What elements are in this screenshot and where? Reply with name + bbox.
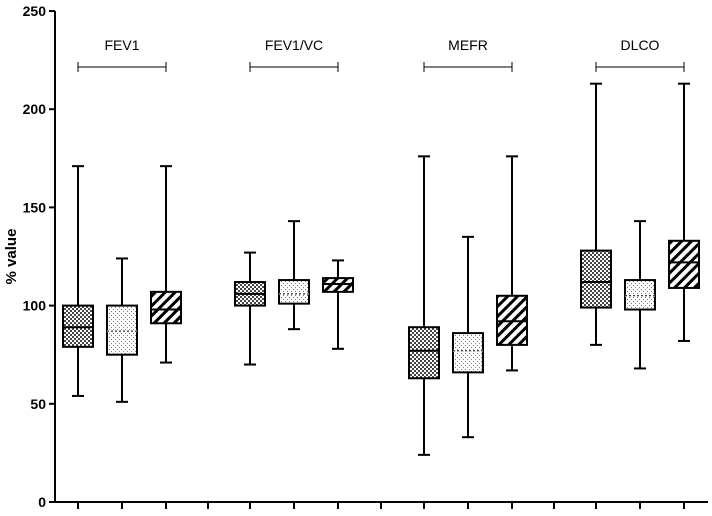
y-tick-label: 150	[23, 199, 47, 215]
y-tick-label: 200	[23, 101, 47, 117]
group-label: FEV1	[104, 37, 139, 53]
box-dotted	[278, 279, 310, 305]
y-tick-label: 50	[30, 396, 46, 412]
y-axis-label: % value	[3, 229, 20, 285]
group-label: MEFR	[448, 37, 488, 53]
box-crosshatch	[580, 249, 612, 309]
group-label: DLCO	[621, 37, 660, 53]
box-crosshatch	[408, 326, 440, 380]
group-fev1-vc: FEV1/VC	[234, 37, 382, 509]
y-tick-label: 250	[23, 3, 47, 19]
y-tick-label: 100	[23, 298, 47, 314]
group-label: FEV1/VC	[265, 37, 323, 53]
group-mefr: MEFR	[408, 37, 555, 509]
y-tick-label: 0	[38, 494, 46, 510]
group-dlco: DLCO	[580, 37, 700, 509]
box-diagonal	[150, 290, 182, 325]
box-dotted	[452, 332, 484, 374]
group-fev1: FEV1	[62, 37, 209, 509]
box-diagonal	[668, 239, 700, 289]
